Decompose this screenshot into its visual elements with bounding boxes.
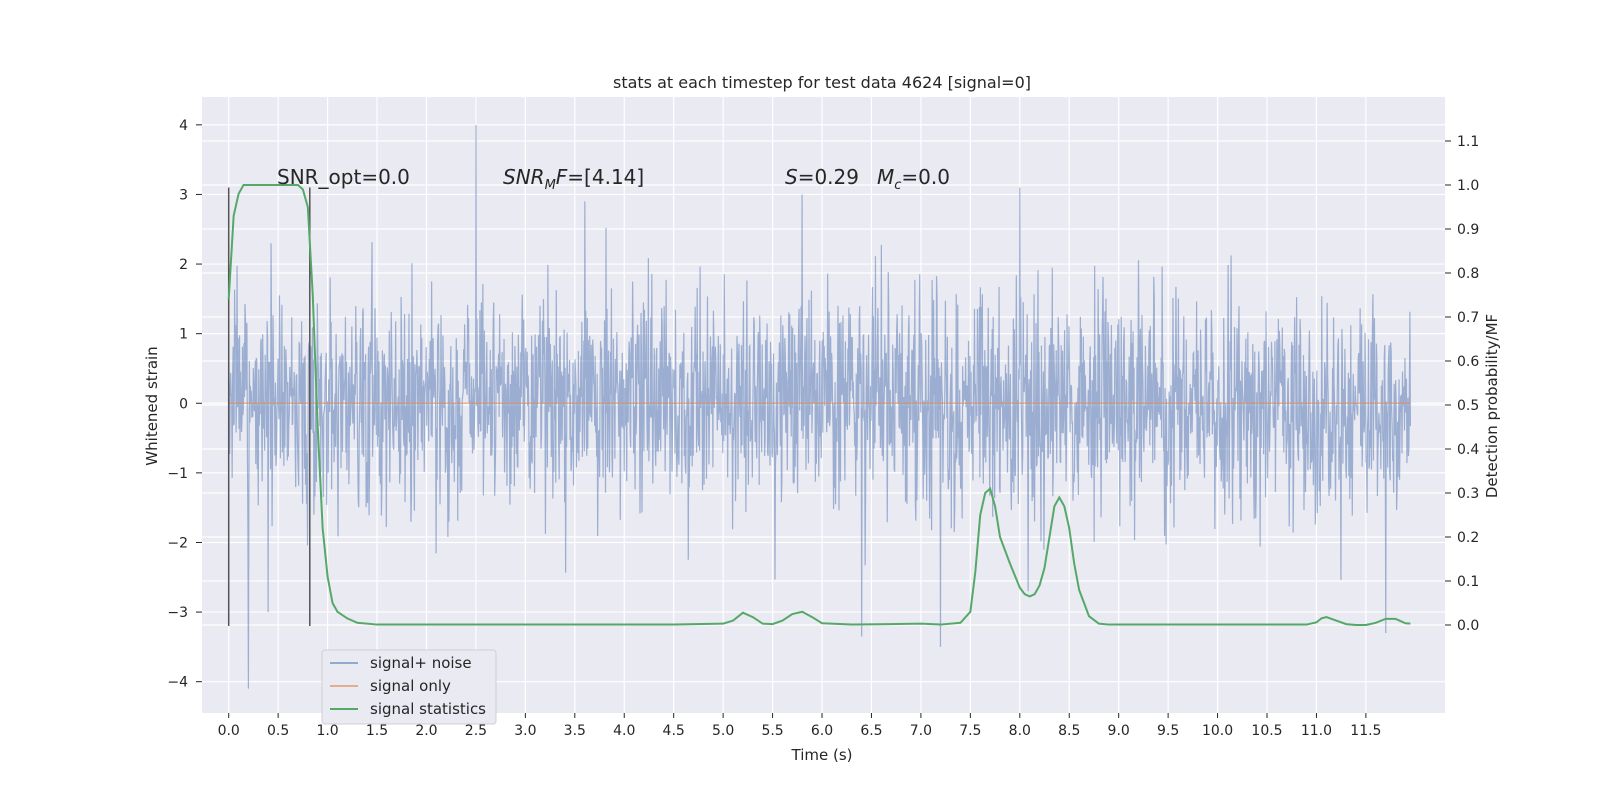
y-tick-label: 0	[179, 396, 188, 412]
x-tick-label: 6.0	[811, 723, 833, 739]
legend-label-signal-statistics: signal statistics	[370, 700, 486, 718]
x-tick-label: 2.0	[415, 723, 437, 739]
legend: signal+ noise signal only signal statist…	[321, 649, 497, 725]
chart-title: stats at each timestep for test data 462…	[613, 73, 1031, 92]
x-tick-label: 3.5	[564, 723, 586, 739]
legend-label-signal-only: signal only	[370, 677, 451, 695]
grid	[202, 97, 1445, 713]
annotation-snr-mf: SNRMF=[4.14]	[503, 165, 644, 193]
y-right-tick-label: 0.8	[1457, 266, 1479, 282]
x-tick-label: 4.5	[663, 723, 685, 739]
y-tick-label: 3	[179, 187, 188, 203]
x-tick-label: 9.0	[1108, 723, 1130, 739]
y-tick-labels: −4 −3 −2 −1 0 1 2 3 4	[167, 118, 202, 691]
y-right-tick-label: 0.7	[1457, 310, 1479, 326]
signal-statistics-line	[227, 184, 1411, 626]
y-right-tick-label: 0.9	[1457, 222, 1479, 238]
y-right-tick-label: 0.5	[1457, 398, 1479, 414]
y-tick-label: −4	[167, 675, 188, 691]
y-tick-label: 4	[179, 118, 188, 134]
x-axis-label: Time (s)	[791, 746, 853, 764]
x-tick-label: 11.0	[1301, 723, 1332, 739]
x-tick-label: 7.0	[910, 723, 932, 739]
annotation-s-mc: S=0.29 Mc=0.0	[785, 165, 950, 193]
y-right-tick-labels: 0.0 0.1 0.2 0.3 0.4 0.5 0.6 0.7 0.8 0.9 1.0 1.1	[1445, 134, 1479, 634]
y-right-tick-label: 0.0	[1457, 618, 1479, 634]
x-tick-label: 1.0	[316, 723, 338, 739]
x-tick-label: 8.5	[1058, 723, 1080, 739]
y-tick-label: −2	[167, 535, 188, 551]
y-right-axis-label: Detection probability/MF	[1483, 314, 1501, 498]
y-right-tick-label: 0.2	[1457, 530, 1479, 546]
x-tick-label: 4.0	[613, 723, 635, 739]
y-right-tick-label: 0.3	[1457, 486, 1479, 502]
series-signal-plus-noise	[228, 124, 1411, 689]
x-tick-labels: 0.0 0.5 1.0 1.5 2.0 2.5 3.0 3.5 4.0 4.5 5.0 5.5 6.0 6…	[218, 713, 1381, 739]
x-tick-label: 2.5	[465, 723, 487, 739]
x-tick-label: 8.0	[1009, 723, 1031, 739]
y-right-tick-label: 0.4	[1457, 442, 1479, 458]
y-right-tick-label: 0.1	[1457, 574, 1479, 590]
y-right-tick-label: 0.6	[1457, 354, 1479, 370]
annotations: SNR_opt=0.0 SNRMF=[4.14] S=0.29 Mc=0.0	[277, 165, 950, 193]
x-tick-label: 3.0	[514, 723, 536, 739]
x-tick-label: 0.0	[218, 723, 240, 739]
y-axis-label: Whitened strain	[143, 346, 161, 465]
y-tick-label: −3	[167, 605, 188, 621]
legend-label-signal-noise: signal+ noise	[370, 654, 472, 672]
y-right-tick-label: 1.1	[1457, 134, 1479, 150]
x-tick-label: 5.5	[761, 723, 783, 739]
x-tick-label: 1.5	[366, 723, 388, 739]
y-tick-label: −1	[167, 466, 188, 482]
y-right-tick-label: 1.0	[1457, 178, 1479, 194]
x-tick-label: 10.0	[1202, 723, 1233, 739]
x-tick-label: 0.5	[267, 723, 289, 739]
x-tick-label: 5.0	[712, 723, 734, 739]
annotation-snr-opt: SNR_opt=0.0	[277, 165, 410, 189]
x-tick-label: 11.5	[1350, 723, 1381, 739]
window-markers	[227, 187, 311, 626]
legend-box	[321, 649, 497, 725]
signal-plus-noise-line	[228, 124, 1411, 689]
x-tick-label: 10.5	[1251, 723, 1282, 739]
x-tick-label: 6.5	[860, 723, 882, 739]
series-signal-statistics	[227, 184, 1411, 626]
y-tick-label: 1	[179, 327, 188, 343]
x-tick-label: 7.5	[959, 723, 981, 739]
y-tick-label: 2	[179, 257, 188, 273]
x-tick-label: 9.5	[1157, 723, 1179, 739]
